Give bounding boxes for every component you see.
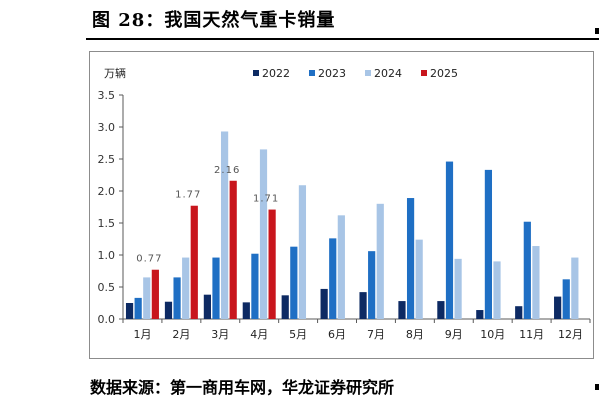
bar-2023-1 [134, 297, 142, 319]
legend-label-2022: 2022 [262, 67, 290, 80]
bar-2023-10 [484, 169, 493, 319]
bar-2022-11 [515, 306, 523, 319]
x-tick-label: 11月 [519, 328, 544, 341]
bar-2022-6 [320, 288, 328, 319]
bar-2025-1 [151, 269, 159, 319]
bar-2024-6 [337, 215, 345, 319]
bar-2022-9 [437, 301, 445, 319]
x-tick-label: 4月 [250, 328, 268, 341]
bar-2024-3 [220, 131, 229, 319]
bar-2022-10 [476, 310, 484, 319]
x-tick-label: 1月 [133, 328, 151, 341]
bar-2023-4 [251, 253, 259, 319]
bar-2022-1 [125, 303, 134, 319]
x-tick-label: 10月 [480, 328, 505, 341]
bar-2023-12 [562, 279, 570, 319]
figure-title: 图 28：我国天然气重卡销量 [92, 10, 336, 31]
x-tick-label: 6月 [328, 328, 346, 341]
bar-2024-11 [532, 246, 540, 319]
x-tick-label: 3月 [211, 328, 229, 341]
data-label: 0.77 [136, 254, 162, 265]
legend-swatch-2024 [365, 70, 371, 76]
bar-2023-5 [290, 246, 298, 319]
data-source: 数据来源：第一商用车网，华龙证券研究所 [90, 378, 395, 397]
legend-swatch-2025 [421, 70, 427, 76]
y-tick-label: 3.0 [98, 121, 116, 134]
legend-label-2025: 2025 [430, 67, 458, 80]
x-tick-label: 12月 [558, 328, 583, 341]
y-tick-label: 2.5 [98, 153, 116, 166]
x-tick-label: 7月 [367, 328, 385, 341]
bar-2023-2 [173, 277, 181, 319]
data-label: 1.71 [253, 194, 279, 205]
bar-2022-5 [281, 295, 289, 319]
bar-2023-9 [445, 161, 454, 319]
bar-2024-5 [298, 185, 307, 319]
bar-2023-6 [329, 238, 337, 319]
bar-2023-3 [212, 257, 220, 319]
y-tick-label: 1.5 [98, 217, 116, 230]
x-tick-label: 9月 [445, 328, 463, 341]
chart-frame [89, 51, 594, 359]
bar-2025-4 [268, 209, 276, 319]
x-tick-label: 8月 [406, 328, 424, 341]
title-rule [86, 38, 599, 40]
bar-2024-1 [143, 277, 151, 319]
x-tick-label: 5月 [289, 328, 307, 341]
legend-swatch-2023 [309, 70, 315, 76]
edge-rule-bottom [595, 384, 599, 390]
y-tick-label: 0.0 [98, 313, 116, 326]
bar-2024-4 [259, 149, 268, 319]
x-tick-label: 2月 [172, 328, 190, 341]
bar-2025-2 [190, 205, 198, 319]
bar-2022-3 [203, 294, 211, 319]
bar-2022-8 [398, 301, 406, 319]
y-tick-label: 0.5 [98, 281, 116, 294]
bar-2024-12 [571, 257, 579, 319]
legend-swatch-2022 [253, 70, 259, 76]
natural-gas-truck-sales-chart: 0.0 0.5 1.0 1.5 2.0 2.5 3.0 3.5 万辆 1月 2月 3月 4月 5月 6月 7月… [98, 66, 591, 341]
data-label: 1.77 [175, 190, 201, 201]
bar-2022-4 [242, 302, 250, 319]
bar-2024-9 [454, 258, 462, 319]
y-axis-label: 万辆 [104, 66, 126, 80]
legend-label-2023: 2023 [318, 67, 346, 80]
legend-label-2024: 2024 [374, 67, 402, 80]
bar-2023-7 [368, 251, 376, 319]
bar-2022-2 [164, 301, 173, 319]
bar-2024-8 [415, 239, 423, 319]
bar-2022-12 [554, 296, 562, 319]
bar-2022-7 [359, 292, 367, 319]
bar-2024-7 [376, 203, 384, 319]
y-tick-label: 2.0 [98, 185, 116, 198]
y-tick-label: 3.5 [98, 89, 116, 102]
data-label: 2.16 [214, 165, 240, 176]
bar-2024-10 [493, 261, 501, 319]
bar-2025-3 [229, 180, 237, 319]
y-tick-label: 1.0 [98, 249, 116, 262]
bar-2023-11 [523, 221, 531, 319]
bar-2023-8 [406, 198, 415, 319]
edge-rule-top [595, 28, 599, 34]
bar-2024-2 [182, 257, 190, 319]
